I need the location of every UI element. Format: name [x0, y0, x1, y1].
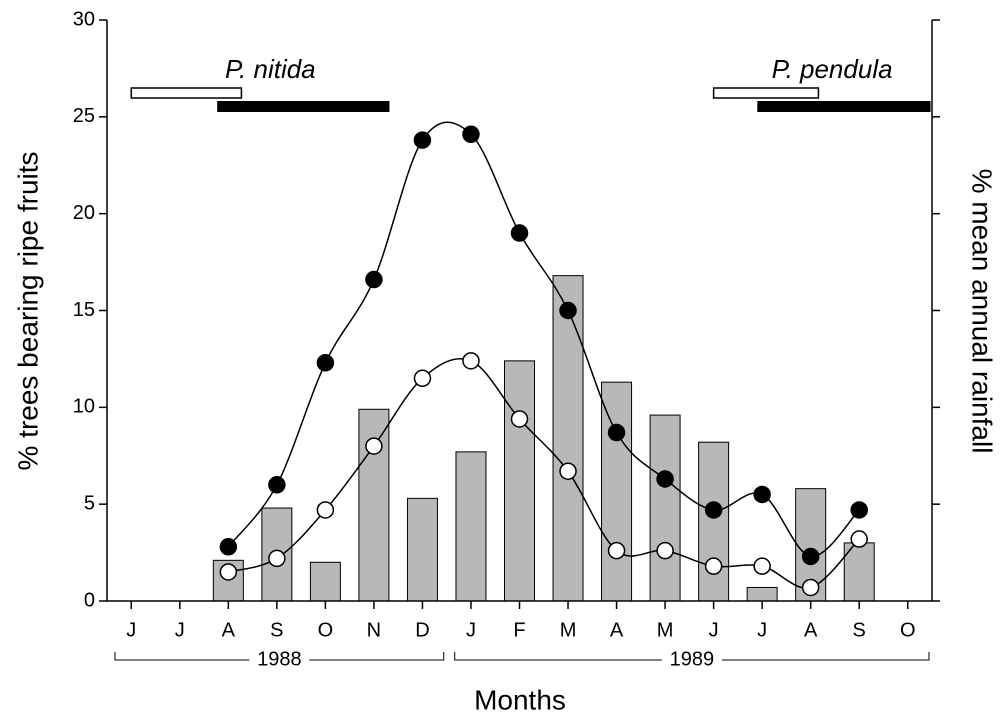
x-tick-label: N [367, 619, 381, 641]
year-label: 1989 [670, 648, 715, 670]
marker [753, 557, 771, 575]
y-tick-label: 15 [73, 299, 95, 321]
marker [462, 125, 480, 144]
marker [559, 462, 577, 480]
x-tick-label: S [853, 619, 866, 641]
marker [801, 578, 820, 597]
y-tick-label: 25 [73, 105, 95, 127]
marker [510, 410, 529, 428]
bar [601, 381, 633, 602]
marker [607, 541, 626, 560]
marker [850, 530, 868, 548]
marker [316, 501, 335, 519]
y-tick-label: 5 [84, 492, 95, 514]
marker [559, 301, 577, 320]
marker [413, 369, 432, 388]
bar [698, 441, 730, 602]
period-open [130, 87, 243, 99]
marker [365, 270, 383, 289]
x-tick-label: J [175, 619, 185, 641]
marker [413, 131, 432, 149]
bar [309, 561, 341, 602]
marker [704, 557, 723, 575]
marker [365, 437, 383, 455]
x-tick-label: M [560, 619, 577, 641]
bar [455, 451, 487, 602]
marker [656, 470, 674, 488]
x-tick-label: M [657, 619, 674, 641]
marker [219, 538, 238, 556]
marker [753, 485, 771, 504]
x-tick-label: A [222, 619, 236, 641]
marker [801, 547, 820, 566]
x-tick-label: A [610, 619, 624, 641]
marker [268, 549, 286, 568]
y-tick-label: 10 [73, 396, 95, 418]
x-tick-label: J [466, 619, 476, 641]
x-axis-title: Months [474, 684, 566, 715]
marker [219, 563, 238, 581]
marker [268, 476, 286, 494]
x-tick-label: O [900, 619, 916, 641]
species-label: P. pendula [772, 54, 893, 84]
x-tick-label: F [513, 619, 525, 641]
y-tick-label: 30 [73, 8, 95, 30]
line [228, 357, 860, 589]
marker [656, 541, 674, 560]
bar [746, 586, 778, 602]
x-tick-label: J [709, 619, 719, 641]
x-tick-label: D [415, 619, 429, 641]
y-tick-label: 0 [84, 589, 95, 611]
marker [704, 501, 723, 519]
x-tick-label: S [270, 619, 283, 641]
x-tick-label: J [126, 619, 136, 641]
y2-axis-title: % mean annual rainfall [967, 169, 998, 454]
x-tick-label: J [757, 619, 767, 641]
period-filled [217, 101, 390, 112]
marker [510, 224, 529, 242]
bar [649, 414, 681, 602]
year-bracket [454, 652, 930, 661]
period-filled [757, 101, 931, 112]
species-label: P. nitida [225, 54, 316, 84]
year-bracket [114, 652, 445, 661]
y-axis-title: % trees bearing ripe fruits [12, 151, 43, 470]
marker [850, 501, 868, 519]
marker [316, 354, 335, 372]
bar [406, 497, 438, 602]
bar [504, 360, 535, 602]
marker [607, 423, 626, 442]
x-tick-label: A [804, 619, 818, 641]
marker [462, 352, 480, 370]
x-tick-label: O [318, 619, 334, 641]
period-open [712, 87, 820, 99]
year-label: 1988 [257, 648, 302, 670]
y-tick-label: 20 [73, 202, 95, 224]
bar [552, 275, 584, 602]
